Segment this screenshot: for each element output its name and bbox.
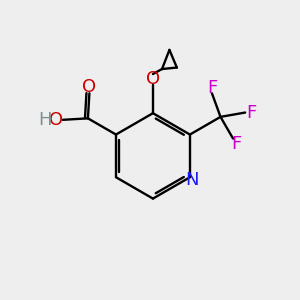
Text: ·: · [47, 110, 54, 130]
Text: N: N [185, 171, 199, 189]
Text: F: F [247, 103, 257, 122]
Text: O: O [50, 111, 64, 129]
Text: H: H [38, 111, 51, 129]
Text: O: O [146, 70, 161, 88]
Text: O: O [82, 78, 97, 96]
Text: F: F [231, 135, 241, 153]
Text: F: F [207, 79, 217, 97]
